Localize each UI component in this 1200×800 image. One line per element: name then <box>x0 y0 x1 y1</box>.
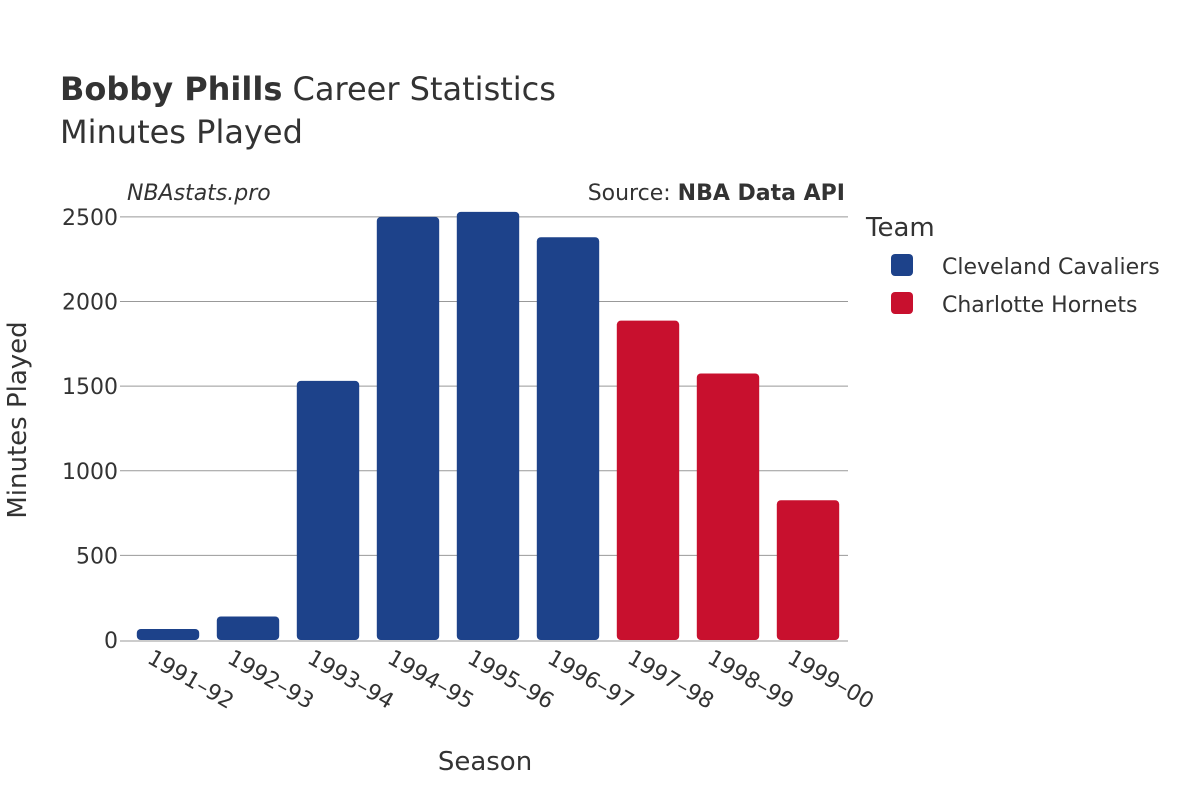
bar-1999–00[interactable] <box>776 500 840 640</box>
source-prefix: Source: <box>588 181 678 206</box>
legend-swatch-0[interactable] <box>891 254 913 276</box>
x-tick-label-1996–97: 1996–97 <box>543 646 638 715</box>
y-tick-label-2500: 2500 <box>62 206 118 231</box>
bar-1997–98[interactable] <box>616 320 680 640</box>
legend-label-0[interactable]: Cleveland Cavaliers <box>942 255 1160 280</box>
chart-title: Bobby Phills Career Statistics <box>60 70 556 108</box>
bar-1991–92[interactable] <box>136 629 200 640</box>
bar-1992–93[interactable] <box>216 616 280 640</box>
brand-label: NBAstats.pro <box>127 181 271 206</box>
y-axis-title: Minutes Played <box>3 321 33 518</box>
bar-1996–97[interactable] <box>536 237 600 640</box>
bar-1998–99[interactable] <box>696 373 760 640</box>
legend: Team Cleveland Cavaliers Charlotte Hornet… <box>865 213 1160 318</box>
x-axis-title: Season <box>438 747 532 777</box>
title-rest: Career Statistics <box>293 70 556 108</box>
source-name: NBA Data API <box>678 181 845 206</box>
title-player: Bobby Phills <box>60 70 282 108</box>
legend-label-1[interactable]: Charlotte Hornets <box>942 293 1137 318</box>
y-tick-label-500: 500 <box>76 544 118 569</box>
legend-swatch-1[interactable] <box>891 292 913 314</box>
legend-title: Team <box>865 213 935 243</box>
bar-1995–96[interactable] <box>456 211 520 640</box>
y-tick-label-0: 0 <box>104 629 118 654</box>
x-tick-label-1999–00: 1999–00 <box>783 646 878 715</box>
x-tick-label-1993–94: 1993–94 <box>303 646 398 715</box>
x-tick-labels: 1991–921992–931993–941994–951995–961996–… <box>143 646 878 715</box>
y-tick-labels: 0 500 1000 1500 2000 2500 <box>62 206 118 654</box>
chart-subtitle: Minutes Played <box>60 113 303 151</box>
bar-1993–94[interactable] <box>296 380 360 640</box>
x-tick-label-1995–96: 1995–96 <box>463 646 558 715</box>
y-tick-label-2000: 2000 <box>62 291 118 316</box>
x-tick-label-1997–98: 1997–98 <box>623 646 718 715</box>
source-label: Source: NBA Data API <box>588 181 845 206</box>
x-tick-label-1994–95: 1994–95 <box>383 646 478 715</box>
x-tick-label-1992–93: 1992–93 <box>223 646 318 715</box>
bars <box>136 211 840 640</box>
x-tick-label-1991–92: 1991–92 <box>143 646 238 715</box>
bar-1994–95[interactable] <box>376 216 440 640</box>
x-tick-label-1998–99: 1998–99 <box>703 646 798 715</box>
y-tick-label-1500: 1500 <box>62 375 118 400</box>
y-tick-label-1000: 1000 <box>62 460 118 485</box>
